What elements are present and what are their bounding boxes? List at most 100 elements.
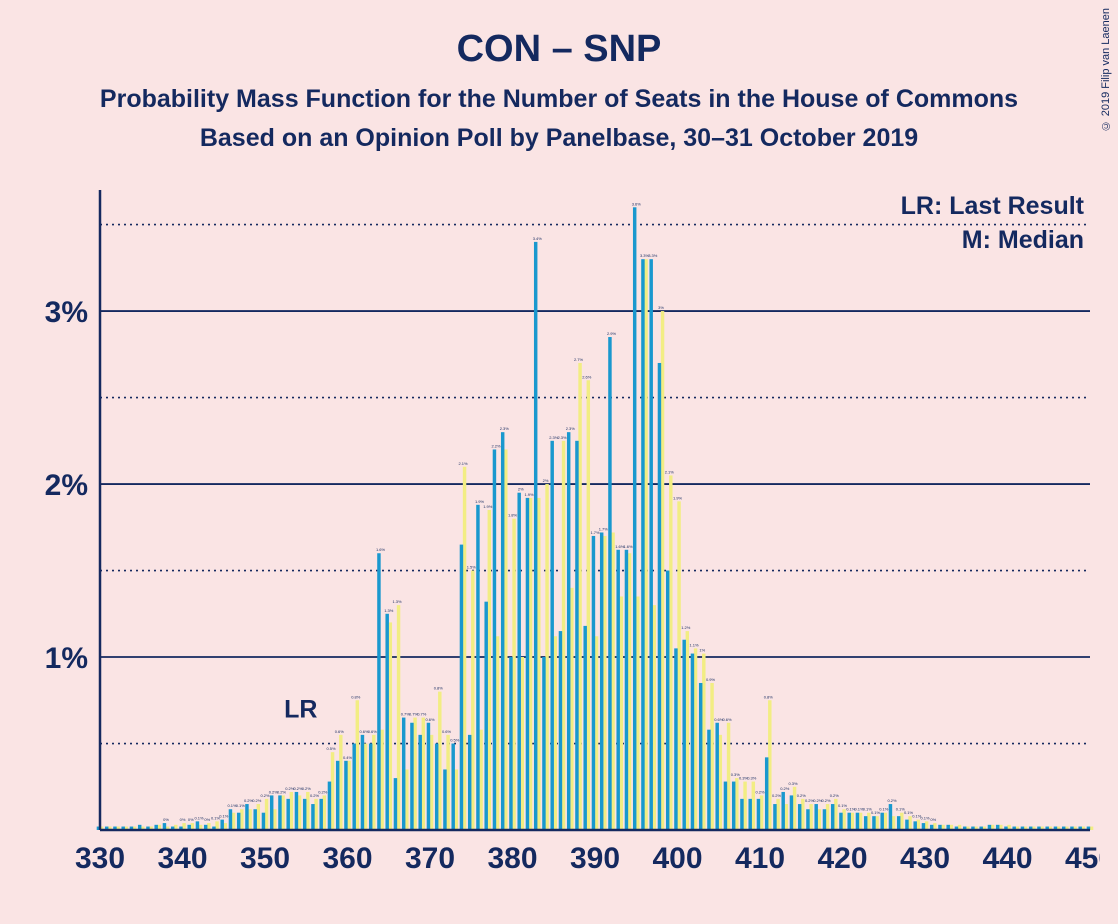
x-tick-label: 370 (405, 842, 455, 875)
bar-value-label: 2.1% (458, 461, 468, 466)
bar-blue (583, 626, 586, 830)
bar-value-label: 2.3% (566, 426, 576, 431)
bar-blue (369, 744, 372, 830)
x-tick-label: 330 (75, 842, 125, 875)
x-tick-label: 420 (817, 842, 867, 875)
bar-blue (550, 441, 553, 830)
bar-value-label: 0.2% (302, 786, 312, 791)
bar-yellow (851, 813, 854, 830)
bar-yellow (686, 631, 689, 830)
bar-blue (402, 718, 405, 830)
bar-blue (443, 769, 446, 830)
bar-value-label: 1% (699, 648, 705, 653)
bar-blue (765, 757, 768, 830)
bar-blue (616, 550, 619, 830)
bar-yellow (471, 571, 474, 830)
bar-yellow (380, 730, 383, 830)
bar-value-label: 0% (163, 817, 169, 822)
bar-blue (913, 821, 916, 830)
bar-blue (476, 505, 479, 830)
y-tick-label: 1% (45, 642, 88, 675)
bar-blue (509, 657, 512, 830)
bar-yellow (215, 821, 218, 830)
bar-blue (905, 820, 908, 830)
bar-value-label: 2% (543, 478, 549, 483)
bar-blue (237, 813, 240, 830)
bar-yellow (694, 648, 697, 830)
x-tick-label: 360 (322, 842, 372, 875)
bar-value-label: 0.2% (830, 793, 840, 798)
bar-yellow (785, 804, 788, 830)
bar-value-label: 0.2% (821, 798, 831, 803)
bar-value-label: 2.1% (665, 469, 675, 474)
bar-blue (319, 799, 322, 830)
bar-value-label: 0% (180, 817, 186, 822)
bar-yellow (719, 735, 722, 830)
bar-value-label: 2.9% (607, 331, 617, 336)
bar-blue (460, 545, 463, 830)
bar-blue (806, 809, 809, 830)
copyright-text: © 2019 Filip van Laenen (1100, 8, 1112, 131)
bar-value-label: 1.9% (673, 495, 683, 500)
bar-yellow (578, 363, 581, 830)
bar-yellow (331, 752, 334, 830)
bar-yellow (925, 821, 928, 830)
bar-value-label: 0% (188, 817, 194, 822)
bar-blue (872, 816, 875, 830)
bar-blue (740, 799, 743, 830)
x-tick-label: 410 (735, 842, 785, 875)
bar-blue (220, 820, 223, 830)
bar-yellow (818, 809, 821, 830)
bar-blue (658, 363, 661, 830)
bar-yellow (884, 813, 887, 830)
bar-blue (286, 799, 289, 830)
bar-yellow (405, 769, 408, 830)
bar-yellow (372, 735, 375, 830)
bar-blue (889, 804, 892, 830)
bar-value-label: 0.5% (450, 738, 460, 743)
bar-blue (674, 648, 677, 830)
bar-yellow (892, 816, 895, 830)
bar-blue (361, 735, 364, 830)
bar-blue (245, 804, 248, 830)
legend-last-result: LR: Last Result (901, 192, 1085, 220)
bar-value-label: 0.1% (879, 807, 889, 812)
bar-value-label: 2.3% (557, 435, 567, 440)
bar-value-label: 2.7% (574, 357, 584, 362)
bar-yellow (859, 813, 862, 830)
bar-value-label: 1.1% (689, 642, 699, 647)
x-tick-label: 350 (240, 842, 290, 875)
bar-blue (328, 782, 331, 830)
bar-value-label: 1.7% (599, 526, 609, 531)
bar-blue (864, 816, 867, 830)
y-tick-label: 3% (45, 296, 88, 329)
bar-yellow (768, 700, 771, 830)
bar-value-label: 0.1% (236, 803, 246, 808)
bar-blue (839, 813, 842, 830)
bar-yellow (521, 657, 524, 830)
bar-blue (229, 809, 232, 830)
bar-yellow (446, 735, 449, 830)
bar-blue (501, 432, 504, 830)
bar-value-label: 0.8% (434, 686, 444, 691)
bar-yellow (653, 605, 656, 830)
bar-blue (196, 821, 199, 830)
bar-blue (575, 441, 578, 830)
bar-value-label: 2.2% (491, 443, 501, 448)
x-tick-label: 390 (570, 842, 620, 875)
bar-value-label: 0.2% (755, 789, 765, 794)
bar-blue (847, 813, 850, 830)
bar-blue (567, 432, 570, 830)
bar-yellow (776, 799, 779, 830)
bar-yellow (479, 730, 482, 830)
bar-blue (427, 723, 430, 830)
bar-value-label: 0.5% (326, 746, 336, 751)
bar-yellow (677, 501, 680, 830)
bar-yellow (875, 816, 878, 830)
bar-value-label: 3.3% (648, 253, 658, 258)
bar-yellow (347, 761, 350, 830)
bar-blue (757, 799, 760, 830)
x-tick-label: 380 (487, 842, 537, 875)
bar-value-label: 1.6% (376, 547, 386, 552)
bar-value-label: 0.6% (368, 729, 378, 734)
